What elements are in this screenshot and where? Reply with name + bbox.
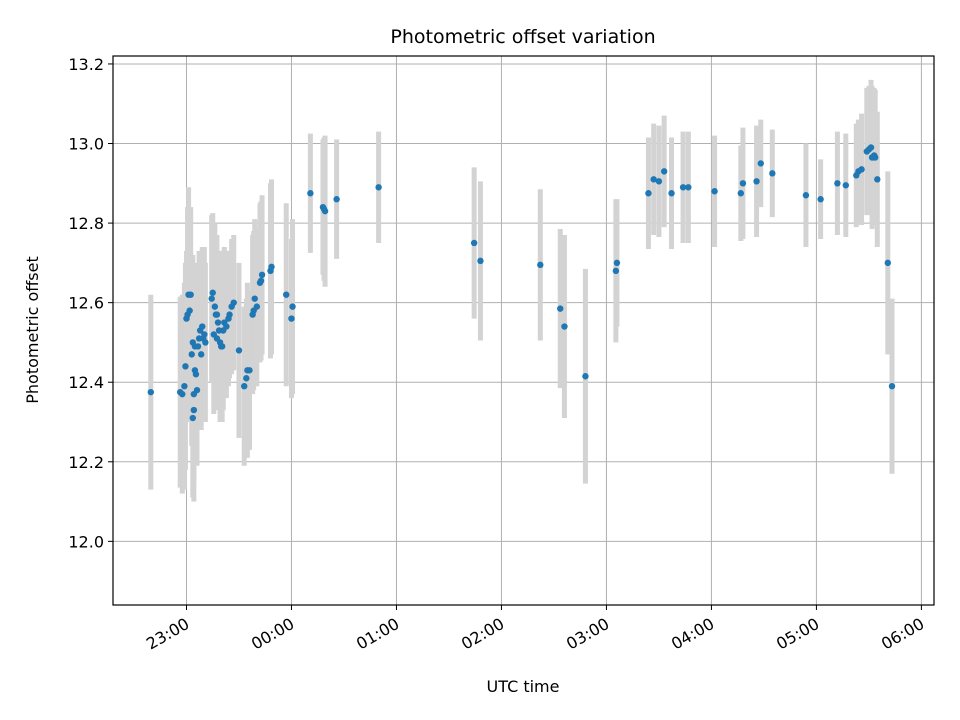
data-point (888, 382, 896, 390)
data-point (884, 259, 892, 267)
data-point (218, 343, 226, 350)
data-point (817, 196, 824, 203)
data-point (190, 406, 198, 414)
data-point (867, 144, 875, 151)
data-point (842, 182, 850, 189)
y-tick-label: 12.6 (68, 294, 104, 313)
data-point (757, 160, 764, 167)
data-point (189, 414, 196, 422)
data-points (147, 144, 896, 422)
data-point (679, 184, 687, 191)
data-point (268, 263, 275, 271)
data-point (257, 277, 265, 284)
data-point (753, 178, 760, 185)
data-point (253, 303, 261, 310)
data-point (194, 343, 202, 350)
data-point (223, 323, 230, 330)
y-tick-label: 12.8 (68, 214, 104, 233)
data-point (557, 305, 564, 312)
data-point (288, 315, 295, 322)
grid (113, 56, 934, 605)
data-point (209, 289, 216, 296)
data-point (874, 176, 881, 183)
data-point (613, 259, 621, 267)
data-point (375, 184, 382, 191)
data-point (737, 190, 745, 197)
data-point (872, 154, 879, 161)
data-point (283, 291, 290, 298)
data-point (214, 319, 222, 326)
chart-title: Photometric offset variation (390, 26, 655, 48)
data-point (711, 188, 718, 195)
data-point (802, 192, 810, 199)
data-point (769, 170, 776, 177)
data-point (193, 386, 201, 394)
data-point (187, 291, 194, 298)
data-point (685, 184, 692, 191)
y-tick-label: 13.0 (68, 135, 104, 154)
y-tick-label: 13.2 (68, 55, 104, 74)
y-axis-label: Photometric offset (23, 256, 42, 404)
data-point (258, 271, 266, 279)
data-point (181, 382, 188, 390)
data-point (208, 295, 215, 302)
data-point (186, 307, 193, 314)
data-point (182, 363, 189, 370)
data-point (235, 347, 243, 354)
data-point (199, 323, 206, 330)
data-point (192, 371, 200, 378)
data-point (213, 311, 221, 318)
data-point (246, 367, 253, 374)
data-point (739, 180, 747, 187)
data-point (251, 295, 258, 302)
y-tick-label: 12.4 (68, 373, 104, 392)
data-point (211, 303, 219, 310)
data-point (321, 207, 329, 215)
y-tick-label: 12.0 (68, 532, 104, 551)
data-point (655, 178, 663, 185)
plot-frame (112, 55, 935, 606)
data-point (477, 257, 484, 265)
data-point (201, 331, 208, 338)
data-point (561, 323, 568, 330)
data-point (230, 299, 237, 306)
data-point (858, 166, 865, 173)
data-point (668, 190, 675, 197)
data-point (660, 168, 668, 175)
y-tick-label: 12.2 (68, 453, 104, 472)
data-point (289, 303, 296, 310)
data-point (834, 180, 841, 187)
data-point (243, 375, 250, 382)
data-point (333, 196, 340, 203)
data-point (202, 339, 209, 346)
data-point (188, 351, 195, 358)
data-point (582, 373, 589, 380)
data-point (650, 176, 657, 183)
data-point (197, 351, 205, 358)
x-axis-label: UTC time (487, 677, 560, 696)
y-axis-ticks: 12.0 12.2 12.4 12.6 12.8 13.0 13.2 (68, 55, 113, 551)
data-point (470, 239, 478, 247)
data-point (226, 311, 233, 318)
data-point (645, 190, 652, 197)
data-point (537, 261, 544, 269)
data-point (147, 388, 154, 396)
data-point (612, 267, 620, 275)
data-point (179, 390, 186, 398)
data-point (241, 382, 248, 390)
data-point (307, 190, 314, 197)
